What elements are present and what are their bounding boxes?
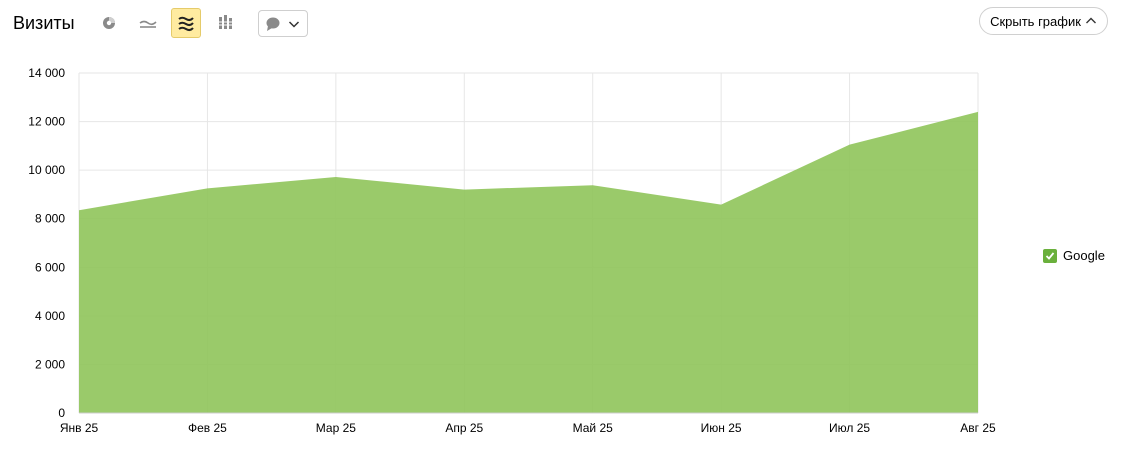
y-tick-label: 6 000	[35, 260, 65, 274]
column-chart-icon	[219, 15, 232, 29]
y-tick-label: 10 000	[28, 163, 65, 177]
legend-item-google[interactable]: Google	[1043, 248, 1105, 263]
line-chart-button[interactable]	[133, 8, 163, 38]
area-chart-icon	[178, 16, 194, 32]
hide-chart-button[interactable]: Скрыть график	[979, 7, 1108, 35]
chart-toolbar: Визиты	[0, 0, 1127, 48]
y-tick-label: 8 000	[35, 212, 65, 226]
y-tick-label: 12 000	[28, 115, 65, 129]
area-chart: 0 2 000 4 000 6 000 8 000 10 000 12 000 14 000 Я…	[28, 66, 996, 435]
pie-chart-icon	[103, 17, 115, 29]
series-area-google	[79, 111, 978, 413]
y-tick-label: 14 000	[28, 66, 65, 80]
x-tick-label: Янв 25	[60, 421, 99, 435]
pie-chart-button[interactable]	[94, 8, 124, 38]
legend-checkbox[interactable]	[1043, 248, 1057, 263]
x-tick-label: Авг 25	[960, 421, 996, 435]
check-icon	[1045, 251, 1055, 260]
chart-title: Визиты	[13, 13, 75, 33]
x-tick-label: Апр 25	[445, 421, 483, 435]
comment-icon	[266, 17, 280, 31]
x-tick-label: Мар 25	[316, 421, 356, 435]
column-chart-button[interactable]	[211, 8, 241, 38]
y-tick-label: 4 000	[35, 309, 65, 323]
legend-label: Google	[1063, 248, 1105, 263]
x-tick-label: Июн 25	[701, 421, 742, 435]
hide-chart-label: Скрыть график	[990, 13, 1081, 29]
y-tick-label: 2 000	[35, 357, 65, 371]
area-chart-button[interactable]	[171, 8, 201, 38]
y-tick-label: 0	[58, 406, 65, 420]
x-tick-label: Июл 25	[829, 421, 870, 435]
x-tick-label: Фев 25	[188, 421, 227, 435]
x-tick-label: Май 25	[573, 421, 614, 435]
chevron-up-icon	[1085, 17, 1096, 24]
line-chart-icon	[139, 20, 157, 28]
chevron-down-icon	[288, 20, 300, 28]
annotations-dropdown[interactable]	[258, 10, 308, 37]
